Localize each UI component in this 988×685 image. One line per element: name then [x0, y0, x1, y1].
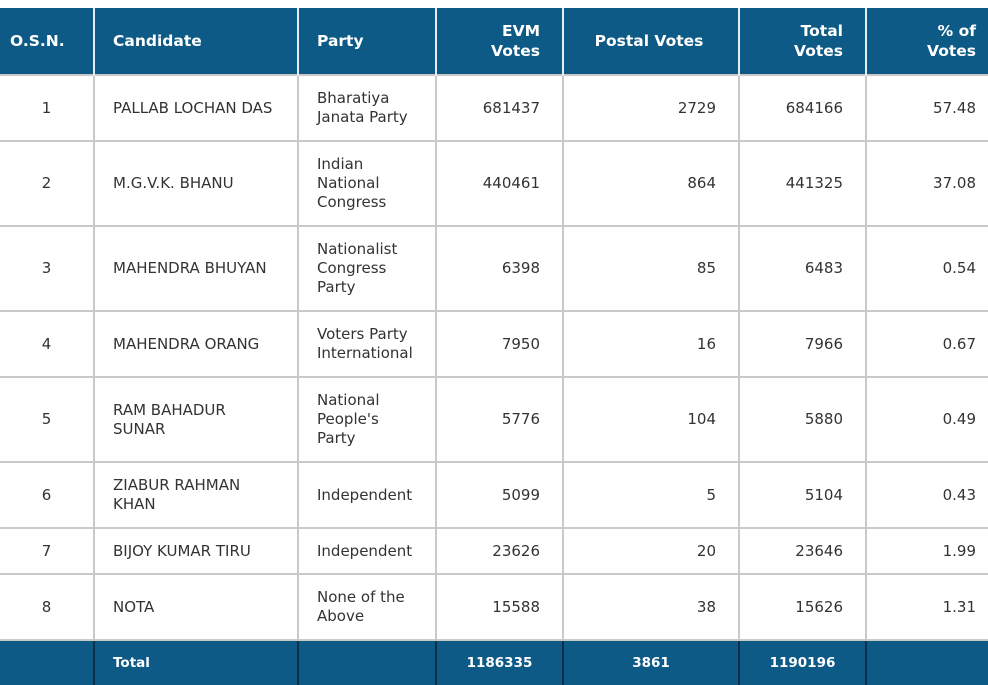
cell-osn: 7 — [0, 527, 95, 575]
cell-postal-votes: 85 — [562, 225, 740, 312]
cell-candidate: MAHENDRA ORANG — [93, 310, 299, 378]
header-evm-votes: EVM Votes — [435, 8, 564, 75]
table-row: 5 RAM BAHADUR SUNAR National People's Pa… — [0, 376, 988, 463]
cell-total-votes: 15626 — [738, 573, 867, 641]
cell-pct-votes: 37.08 — [865, 140, 988, 227]
cell-postal-votes: 864 — [562, 140, 740, 227]
cell-pct-votes: 0.43 — [865, 461, 988, 529]
cell-party: Independent — [297, 461, 437, 529]
cell-evm-votes: 23626 — [435, 527, 564, 575]
cell-pct-votes: 1.99 — [865, 527, 988, 575]
cell-osn: 1 — [0, 74, 95, 142]
cell-evm-votes: 5099 — [435, 461, 564, 529]
table-row: 8 NOTA None of the Above 15588 38 15626 … — [0, 573, 988, 641]
results-table: O.S.N. Candidate Party EVM Votes Postal … — [0, 8, 988, 685]
cell-pct-votes: 57.48 — [865, 74, 988, 142]
footer-total-votes: 1190196 — [738, 640, 867, 685]
header-evm-line2: Votes — [491, 42, 540, 60]
header-pct-line1: % of — [937, 22, 976, 40]
header-pct-line2: Votes — [927, 42, 976, 60]
cell-candidate: MAHENDRA BHUYAN — [93, 225, 299, 312]
cell-evm-votes: 15588 — [435, 573, 564, 641]
header-candidate: Candidate — [93, 8, 299, 75]
cell-candidate: RAM BAHADUR SUNAR — [93, 376, 299, 463]
cell-party: None of the Above — [297, 573, 437, 641]
header-row: O.S.N. Candidate Party EVM Votes Postal … — [0, 8, 988, 75]
footer-pct-empty — [865, 640, 988, 685]
cell-evm-votes: 5776 — [435, 376, 564, 463]
cell-evm-votes: 681437 — [435, 74, 564, 142]
table-row: 4 MAHENDRA ORANG Voters Party Internatio… — [0, 310, 988, 378]
header-party: Party — [297, 8, 437, 75]
footer-total-label: Total — [93, 640, 299, 685]
table-row: 2 M.G.V.K. BHANU Indian National Congres… — [0, 140, 988, 227]
footer-evm-total: 1186335 — [435, 640, 564, 685]
header-total-votes: Total Votes — [738, 8, 867, 75]
table-body: 1 PALLAB LOCHAN DAS Bharatiya Janata Par… — [0, 74, 988, 641]
cell-postal-votes: 38 — [562, 573, 740, 641]
table-row: 7 BIJOY KUMAR TIRU Independent 23626 20 … — [0, 527, 988, 575]
top-margin — [0, 0, 988, 8]
cell-postal-votes: 16 — [562, 310, 740, 378]
cell-party: Voters Party International — [297, 310, 437, 378]
header-postal-votes: Postal Votes — [562, 8, 740, 75]
cell-osn: 3 — [0, 225, 95, 312]
cell-postal-votes: 20 — [562, 527, 740, 575]
cell-total-votes: 7966 — [738, 310, 867, 378]
cell-postal-votes: 5 — [562, 461, 740, 529]
cell-candidate: ZIABUR RAHMAN KHAN — [93, 461, 299, 529]
cell-postal-votes: 2729 — [562, 74, 740, 142]
header-evm-line1: EVM — [501, 22, 540, 40]
cell-candidate: BIJOY KUMAR TIRU — [93, 527, 299, 575]
table-row: 3 MAHENDRA BHUYAN Nationalist Congress P… — [0, 225, 988, 312]
cell-total-votes: 5880 — [738, 376, 867, 463]
cell-party: Nationalist Congress Party — [297, 225, 437, 312]
footer-postal-total: 3861 — [562, 640, 740, 685]
cell-party: Independent — [297, 527, 437, 575]
table-footer: Total 1186335 3861 1190196 — [0, 640, 988, 685]
header-osn: O.S.N. — [0, 8, 95, 75]
cell-evm-votes: 440461 — [435, 140, 564, 227]
cell-osn: 4 — [0, 310, 95, 378]
footer-osn-empty — [0, 640, 95, 685]
cell-pct-votes: 0.54 — [865, 225, 988, 312]
cell-total-votes: 441325 — [738, 140, 867, 227]
cell-total-votes: 5104 — [738, 461, 867, 529]
cell-candidate: NOTA — [93, 573, 299, 641]
cell-party: Bharatiya Janata Party — [297, 74, 437, 142]
header-pct-votes: % of Votes — [865, 8, 988, 75]
footer-party-empty — [297, 640, 437, 685]
cell-postal-votes: 104 — [562, 376, 740, 463]
cell-total-votes: 684166 — [738, 74, 867, 142]
cell-pct-votes: 0.67 — [865, 310, 988, 378]
cell-candidate: M.G.V.K. BHANU — [93, 140, 299, 227]
cell-party: National People's Party — [297, 376, 437, 463]
cell-evm-votes: 7950 — [435, 310, 564, 378]
cell-osn: 8 — [0, 573, 95, 641]
cell-evm-votes: 6398 — [435, 225, 564, 312]
cell-osn: 6 — [0, 461, 95, 529]
header-total-line2: Votes — [794, 42, 843, 60]
header-total-line1: Total — [800, 22, 843, 40]
table-row: 6 ZIABUR RAHMAN KHAN Independent 5099 5 … — [0, 461, 988, 529]
table-row: 1 PALLAB LOCHAN DAS Bharatiya Janata Par… — [0, 74, 988, 142]
cell-party: Indian National Congress — [297, 140, 437, 227]
cell-pct-votes: 1.31 — [865, 573, 988, 641]
cell-pct-votes: 0.49 — [865, 376, 988, 463]
cell-total-votes: 6483 — [738, 225, 867, 312]
cell-candidate: PALLAB LOCHAN DAS — [93, 74, 299, 142]
cell-osn: 5 — [0, 376, 95, 463]
cell-total-votes: 23646 — [738, 527, 867, 575]
cell-osn: 2 — [0, 140, 95, 227]
total-row: Total 1186335 3861 1190196 — [0, 640, 988, 685]
table-header: O.S.N. Candidate Party EVM Votes Postal … — [0, 8, 988, 75]
